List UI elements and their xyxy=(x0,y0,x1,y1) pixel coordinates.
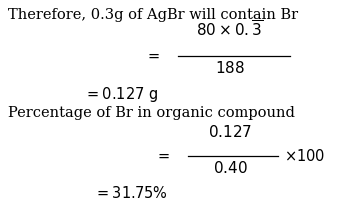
Text: $= 31.75\%$: $= 31.75\%$ xyxy=(94,185,168,201)
Text: $0.127$: $0.127$ xyxy=(208,124,252,140)
Text: $0.40$: $0.40$ xyxy=(213,160,247,176)
Text: $80 \times 0.\overline{3}$: $80 \times 0.\overline{3}$ xyxy=(196,20,264,40)
Text: $\times 100$: $\times 100$ xyxy=(284,148,325,164)
Text: $=$: $=$ xyxy=(155,149,170,163)
Text: $188$: $188$ xyxy=(215,60,245,76)
Text: $= 0.127\ \mathrm{g}$: $= 0.127\ \mathrm{g}$ xyxy=(83,85,158,105)
Text: Percentage of Br in organic compound: Percentage of Br in organic compound xyxy=(8,106,295,120)
Text: Therefore, 0.3g of AgBr will contain Br: Therefore, 0.3g of AgBr will contain Br xyxy=(8,8,298,22)
Text: $=$: $=$ xyxy=(144,49,160,63)
